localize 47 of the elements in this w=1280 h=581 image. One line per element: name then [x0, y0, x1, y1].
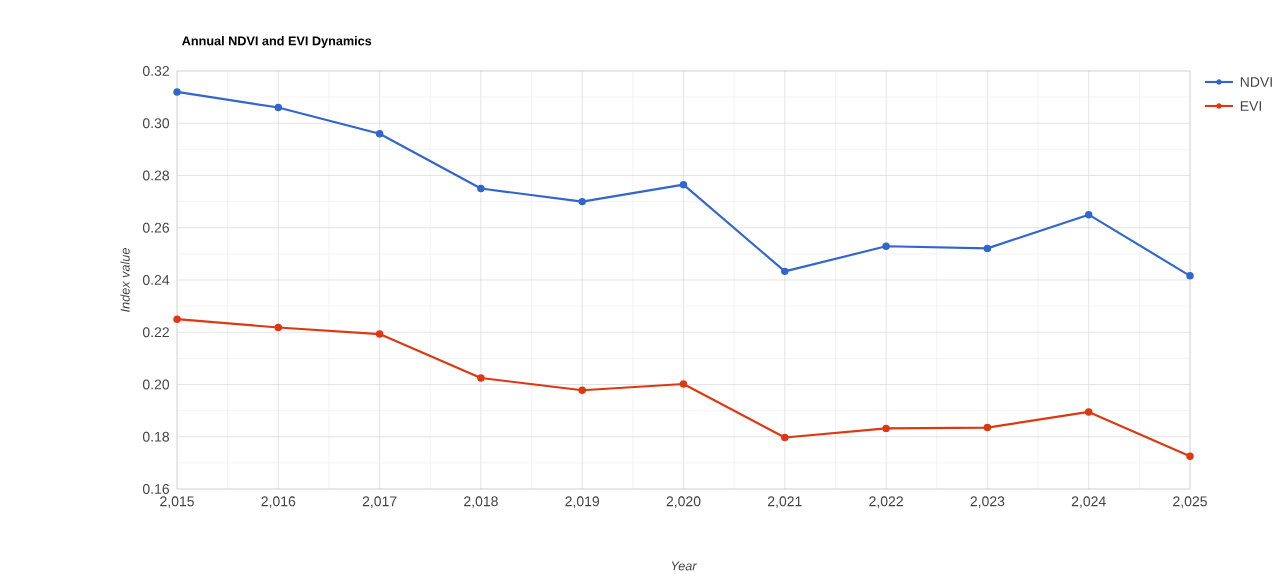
- y-tick-label: 0.16: [142, 484, 170, 494]
- y-axis-title: Index value: [120, 248, 130, 312]
- y-tick-label: 0.22: [142, 327, 169, 338]
- point: [477, 374, 485, 382]
- x-tick-label: 2,017: [362, 496, 397, 508]
- point: [882, 242, 890, 251]
- point: [274, 103, 283, 112]
- legend-label: EVI: [1240, 101, 1261, 111]
- x-tick-label: 2,019: [565, 496, 600, 508]
- point: [1186, 452, 1194, 461]
- point: [1084, 210, 1093, 219]
- x-tick-label: 2,024: [1071, 496, 1106, 508]
- point: [274, 323, 283, 332]
- x-tick-label: 2,016: [261, 496, 296, 508]
- point: [882, 424, 890, 433]
- point: [1084, 408, 1093, 416]
- point: [578, 386, 586, 394]
- point: [781, 267, 789, 276]
- x-tick-label: 2,022: [869, 496, 903, 508]
- y-tick-label: 0.32: [142, 66, 169, 76]
- point: [375, 129, 384, 138]
- x-tick-label: 2,023: [970, 496, 1005, 508]
- y-tick-label: 0.28: [142, 170, 170, 181]
- point: [173, 315, 181, 323]
- point: [578, 197, 586, 206]
- y-tick-label: 0.20: [142, 379, 170, 390]
- point: [679, 380, 688, 388]
- point: [679, 180, 688, 189]
- x-tick-label: 2,020: [666, 496, 701, 508]
- point: [983, 423, 992, 432]
- x-tick-label: 2,025: [1173, 496, 1207, 508]
- x-tick-label: 2,015: [160, 496, 194, 508]
- x-axis-title: Year: [671, 561, 697, 571]
- y-tick-label: 0.18: [142, 431, 170, 442]
- y-tick-label: 0.30: [142, 118, 170, 129]
- point: [1186, 272, 1194, 280]
- point: [173, 88, 181, 96]
- y-tick-label: 0.24: [142, 275, 170, 285]
- x-tick-label: 2,018: [464, 496, 498, 508]
- point: [375, 330, 384, 338]
- point: [983, 244, 992, 253]
- chart-title: Annual NDVI and EVI Dynamics: [182, 36, 372, 48]
- point: [781, 433, 789, 442]
- point: [477, 184, 485, 193]
- legend-label: NDVI: [1240, 77, 1272, 87]
- x-tick-label: 2,021: [768, 496, 802, 508]
- y-tick-label: 0.26: [142, 222, 170, 233]
